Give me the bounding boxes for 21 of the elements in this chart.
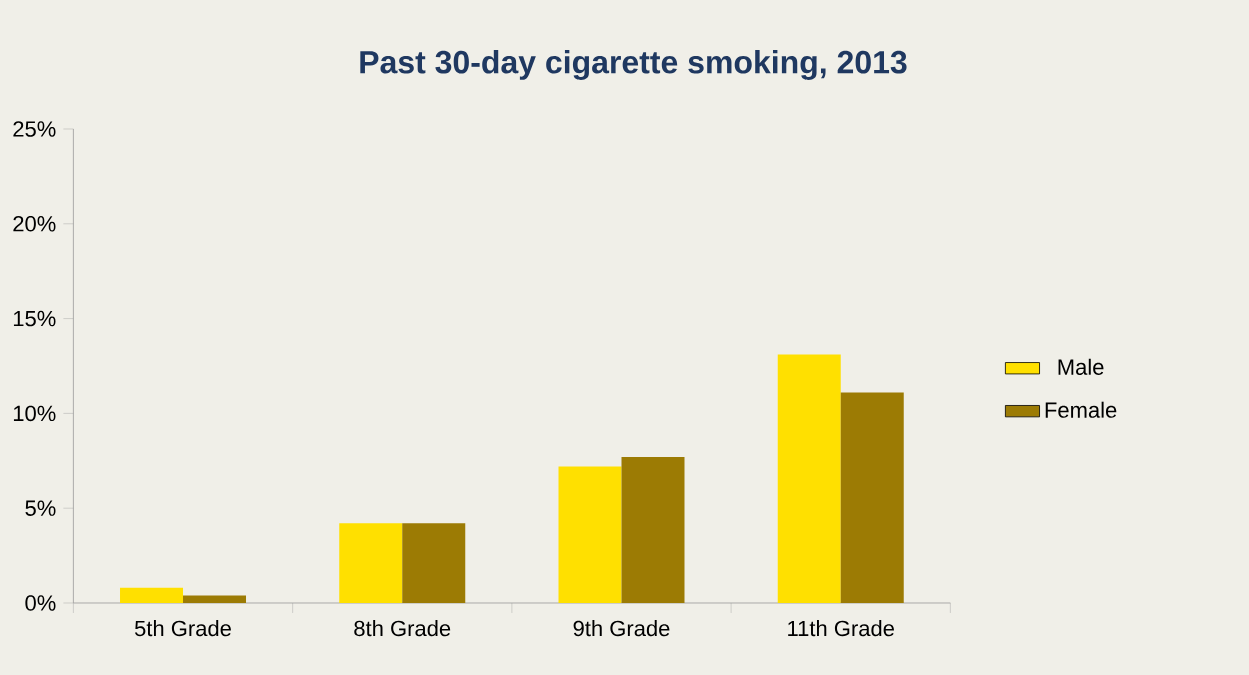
bar bbox=[777, 354, 841, 603]
x-tick-label: 9th Grade bbox=[573, 620, 670, 637]
x-tick-label: 11th Grade bbox=[788, 620, 894, 637]
y-tick-label: 20% bbox=[13, 216, 56, 232]
bar bbox=[120, 587, 184, 603]
bar bbox=[621, 457, 685, 603]
x-tick-label: 8th Grade bbox=[354, 620, 451, 637]
y-tick-label: 5% bbox=[25, 500, 56, 516]
y-tick-label: 10% bbox=[13, 405, 56, 422]
chart-title: Past 30-day cigarette smoking, 2013 bbox=[360, 50, 907, 80]
y-tick-label: 0% bbox=[25, 595, 56, 611]
bar bbox=[840, 392, 904, 603]
y-tick-label: 25% bbox=[13, 121, 56, 137]
x-tick-label: 5th Grade bbox=[134, 620, 231, 637]
y-tick-label: 15% bbox=[13, 310, 56, 327]
bar bbox=[402, 523, 466, 603]
bar bbox=[339, 523, 403, 603]
bar bbox=[558, 466, 622, 603]
bar bbox=[183, 595, 247, 603]
legend-label: Male bbox=[1058, 358, 1104, 375]
legend-label: Female bbox=[1045, 401, 1117, 418]
